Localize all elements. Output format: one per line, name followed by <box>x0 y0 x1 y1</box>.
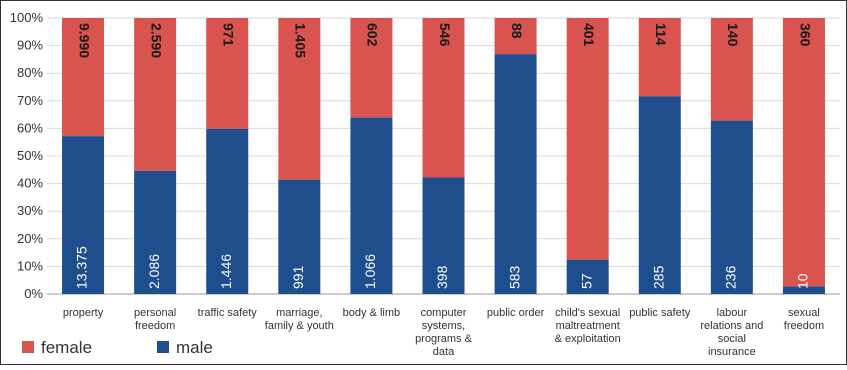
legend-label-female: female <box>41 338 92 357</box>
bar-segment-male <box>710 120 753 294</box>
data-label-female: 602 <box>365 23 381 47</box>
bar-segment-male <box>278 179 321 294</box>
x-category-label: public order <box>487 307 545 319</box>
bar-segment-female <box>62 18 105 137</box>
data-label-male: 2.086 <box>146 254 162 289</box>
data-label-male: 398 <box>434 265 450 289</box>
y-tick-label: 50% <box>17 148 43 163</box>
bar-segment-female <box>494 18 537 55</box>
x-category-label: computer systems, programs & data <box>415 307 473 358</box>
x-category-label: property <box>63 307 104 319</box>
data-label-male: 583 <box>506 265 522 289</box>
data-label-female: 546 <box>437 23 453 47</box>
data-labels: 9.990 13.375 2.590 2.086 971 1.446 1.405 991 602… <box>74 23 814 289</box>
y-tick-label: 90% <box>17 38 43 53</box>
data-label-male: 10 <box>795 273 811 289</box>
y-tick-label: 20% <box>17 231 43 246</box>
legend-swatch-male <box>157 341 169 353</box>
legend-label-male: male <box>176 338 213 357</box>
bar-segment-male <box>350 117 393 294</box>
data-label-female: 401 <box>581 23 597 47</box>
legend-swatch-female <box>22 341 34 353</box>
legend: female male <box>22 338 213 357</box>
data-label-female: 360 <box>797 23 813 47</box>
bar-segment-female <box>566 18 609 260</box>
bar-segment-male <box>638 96 681 294</box>
bar-segment-female <box>782 18 825 287</box>
data-label-male: 285 <box>650 265 666 289</box>
y-tick-label: 40% <box>17 176 43 191</box>
data-label-male: 236 <box>723 265 739 289</box>
x-category-label: public safety <box>629 307 691 319</box>
y-tick-label: 100% <box>10 10 44 25</box>
bar-segment-male <box>782 286 825 294</box>
bar-segment-male <box>134 170 177 294</box>
bar-segment-male <box>62 136 105 294</box>
bar-segment-male <box>422 177 465 294</box>
y-tick-label: 30% <box>17 203 43 218</box>
bar-segment-female <box>278 18 321 180</box>
bar-segment-female <box>710 18 753 121</box>
bar-segment-male <box>206 128 249 294</box>
y-tick-label: 80% <box>17 65 43 80</box>
data-label-female: 140 <box>725 23 741 47</box>
bar-segment-female <box>206 18 249 129</box>
data-label-male: 1.446 <box>218 254 234 289</box>
bar-segment-female <box>638 18 681 97</box>
data-label-male: 1.066 <box>362 254 378 289</box>
x-category-label: labour relations and social insurance <box>700 307 763 358</box>
data-label-female: 114 <box>653 23 669 46</box>
y-tick-label: 70% <box>17 93 43 108</box>
y-tick-label: 10% <box>17 258 43 273</box>
x-category-label: sexual freedom <box>784 307 824 332</box>
x-category-label: personal freedom <box>134 307 176 332</box>
data-label-female: 88 <box>509 23 525 39</box>
x-category-label: body & limb <box>343 307 400 319</box>
x-category-label: traffic safety <box>198 307 258 319</box>
y-tick-label: 0% <box>24 286 43 301</box>
bar-segment-male <box>566 259 609 294</box>
x-category-label: marriage, family & youth <box>265 307 334 332</box>
x-category-label: child's sexual maltreatment & exploitation <box>555 307 621 345</box>
y-axis-ticks: 0% 10% 20% 30% 40% 50% 60% 70% 80% 90% 100% <box>10 10 44 301</box>
data-label-female: 2.590 <box>148 23 164 58</box>
bar-segment-male <box>494 54 537 294</box>
bar-segment-female <box>422 18 465 178</box>
data-label-male: 991 <box>290 265 306 289</box>
x-axis-categories: property personal freedom traffic safety mar… <box>63 307 824 358</box>
data-label-female: 971 <box>221 23 237 47</box>
data-label-female: 1.405 <box>293 23 309 58</box>
data-label-male: 13.375 <box>74 246 90 289</box>
bars <box>62 18 825 294</box>
y-tick-label: 60% <box>17 120 43 135</box>
bar-segment-female <box>134 18 177 171</box>
data-label-female: 9.990 <box>76 23 92 58</box>
data-label-male: 57 <box>578 273 594 289</box>
bar-segment-female <box>350 18 393 118</box>
